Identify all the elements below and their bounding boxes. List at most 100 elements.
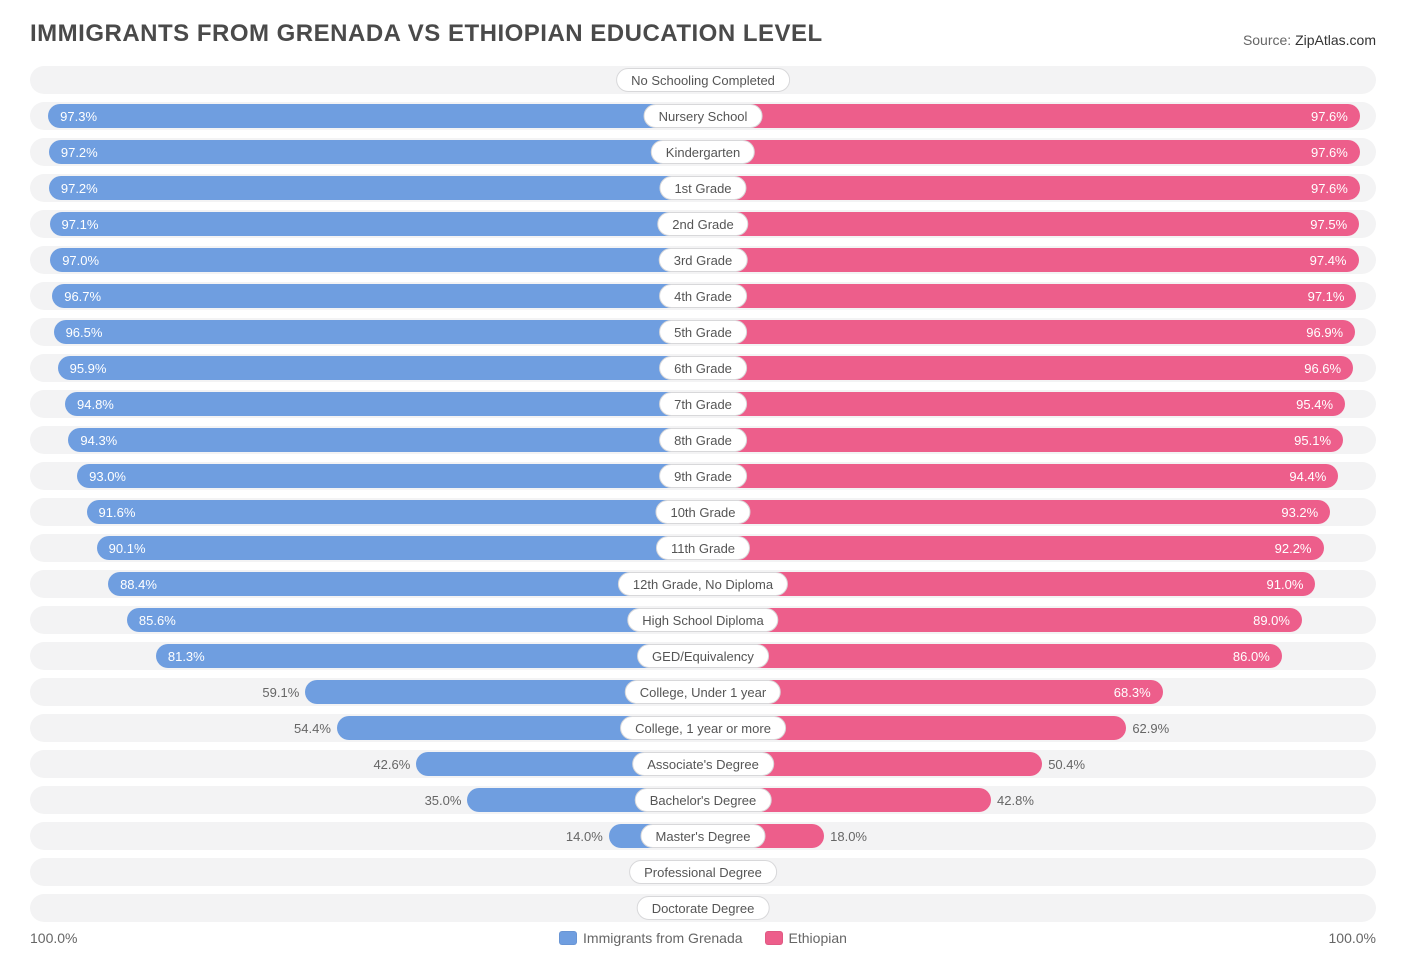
bar-value-right: 96.9% (1306, 325, 1343, 340)
bar-value-right: 96.6% (1304, 361, 1341, 376)
bar-left: 81.3% (156, 644, 703, 668)
bar-value-left: 14.0% (566, 822, 609, 850)
bar-right: 97.6% (703, 140, 1360, 164)
category-pill: 12th Grade, No Diploma (618, 572, 788, 596)
bar-left: 94.3% (68, 428, 703, 452)
bar-value-right: 89.0% (1253, 613, 1290, 628)
bar-value-right: 92.2% (1275, 541, 1312, 556)
category-pill: 9th Grade (659, 464, 747, 488)
bar-left: 88.4% (108, 572, 703, 596)
legend-item-right: Ethiopian (765, 930, 847, 946)
category-pill: 7th Grade (659, 392, 747, 416)
bar-value-left: 93.0% (89, 469, 126, 484)
bar-value-right: 97.1% (1308, 289, 1345, 304)
bar-right: 96.9% (703, 320, 1355, 344)
bar-right: 86.0% (703, 644, 1282, 668)
bar-left: 93.0% (77, 464, 703, 488)
bar-left: 97.3% (48, 104, 703, 128)
source-attribution: Source: ZipAtlas.com (1243, 32, 1376, 48)
bar-right: 95.1% (703, 428, 1343, 452)
bar-left: 95.9% (58, 356, 703, 380)
category-pill: Professional Degree (629, 860, 777, 884)
chart-row: 94.3% 95.1% 8th Grade (30, 426, 1376, 454)
bar-value-right: 95.1% (1294, 433, 1331, 448)
bar-value-left: 96.5% (66, 325, 103, 340)
chart-row: 14.0%18.0%Master's Degree (30, 822, 1376, 850)
legend-swatch-right (765, 931, 783, 945)
legend: Immigrants from Grenada Ethiopian (559, 930, 847, 946)
bar-value-right: 97.6% (1311, 181, 1348, 196)
bar-value-left: 90.1% (109, 541, 146, 556)
chart-row: 95.9%96.6%6th Grade (30, 354, 1376, 382)
bar-value-right: 62.9% (1126, 714, 1169, 742)
bar-value-right: 97.6% (1311, 109, 1348, 124)
bar-right: 96.6% (703, 356, 1353, 380)
bar-left: 97.2% (49, 176, 703, 200)
chart-row: 93.0% 94.4% 9th Grade (30, 462, 1376, 490)
category-pill: Kindergarten (651, 140, 755, 164)
bar-value-right: 94.4% (1289, 469, 1326, 484)
bar-right: 97.6% (703, 176, 1360, 200)
bar-value-left: 94.8% (77, 397, 114, 412)
category-pill: Associate's Degree (632, 752, 774, 776)
bar-left: 91.6% (87, 500, 703, 524)
bar-left: 97.1% (50, 212, 703, 236)
chart-row: 81.3% 86.0%GED/Equivalency (30, 642, 1376, 670)
chart-row: 1.4%2.3%Doctorate Degree (30, 894, 1376, 922)
legend-swatch-left (559, 931, 577, 945)
bar-value-left: 97.3% (60, 109, 97, 124)
category-pill: No Schooling Completed (616, 68, 790, 92)
bar-left: 94.8% (65, 392, 703, 416)
bar-value-right: 18.0% (824, 822, 867, 850)
bar-left: 90.1% (97, 536, 703, 560)
source-name: ZipAtlas.com (1295, 32, 1376, 48)
bar-right: 89.0% (703, 608, 1302, 632)
bar-right: 97.1% (703, 284, 1356, 308)
chart-row: 59.1%68.3%College, Under 1 year (30, 678, 1376, 706)
chart-row: 35.0%42.8%Bachelor's Degree (30, 786, 1376, 814)
bar-value-left: 97.0% (62, 253, 99, 268)
category-pill: College, Under 1 year (625, 680, 781, 704)
chart-row: 97.0%97.4%3rd Grade (30, 246, 1376, 274)
chart-header: IMMIGRANTS FROM GRENADA VS ETHIOPIAN EDU… (30, 20, 1376, 48)
category-pill: 5th Grade (659, 320, 747, 344)
bar-value-left: 85.6% (139, 613, 176, 628)
chart-row: 85.6%89.0%High School Diploma (30, 606, 1376, 634)
bar-value-right: 97.5% (1310, 217, 1347, 232)
category-pill: GED/Equivalency (637, 644, 769, 668)
category-pill: 8th Grade (659, 428, 747, 452)
bar-left: 96.5% (54, 320, 703, 344)
bar-value-right: 50.4% (1042, 750, 1085, 778)
bar-right: 93.2% (703, 500, 1330, 524)
chart-row: 54.4%62.9%College, 1 year or more (30, 714, 1376, 742)
bar-value-left: 97.2% (61, 145, 98, 160)
chart-row: 97.3%97.6%Nursery School (30, 102, 1376, 130)
bar-value-right: 91.0% (1267, 577, 1304, 592)
bar-value-left: 95.9% (70, 361, 107, 376)
bar-value-right: 93.2% (1281, 505, 1318, 520)
category-pill: Bachelor's Degree (635, 788, 772, 812)
bar-value-left: 94.3% (80, 433, 117, 448)
category-pill: 2nd Grade (657, 212, 748, 236)
bar-value-left: 97.1% (62, 217, 99, 232)
bar-value-left: 96.7% (64, 289, 101, 304)
chart-row: 97.1% 97.5% 2nd Grade (30, 210, 1376, 238)
chart-row: 97.2%97.6%1st Grade (30, 174, 1376, 202)
chart-row: 42.6% 50.4% Associate's Degree (30, 750, 1376, 778)
category-pill: 3rd Grade (659, 248, 748, 272)
bar-left: 97.2% (49, 140, 703, 164)
bar-value-left: 81.3% (168, 649, 205, 664)
bar-value-left: 35.0% (425, 786, 468, 814)
category-pill: 11th Grade (656, 536, 750, 560)
chart-title: IMMIGRANTS FROM GRENADA VS ETHIOPIAN EDU… (30, 20, 823, 48)
bar-right: 97.5% (703, 212, 1359, 236)
chart-row: 88.4% 91.0% 12th Grade, No Diploma (30, 570, 1376, 598)
axis-max-right: 100.0% (1329, 930, 1376, 946)
diverging-bar-chart: 2.8%2.4%No Schooling Completed97.3%97.6%… (30, 66, 1376, 922)
bar-value-right: 95.4% (1296, 397, 1333, 412)
bar-value-left: 88.4% (120, 577, 157, 592)
bar-value-left: 42.6% (373, 750, 416, 778)
bar-right: 97.6% (703, 104, 1360, 128)
bar-right: 94.4% (703, 464, 1338, 488)
bar-value-left: 91.6% (99, 505, 136, 520)
